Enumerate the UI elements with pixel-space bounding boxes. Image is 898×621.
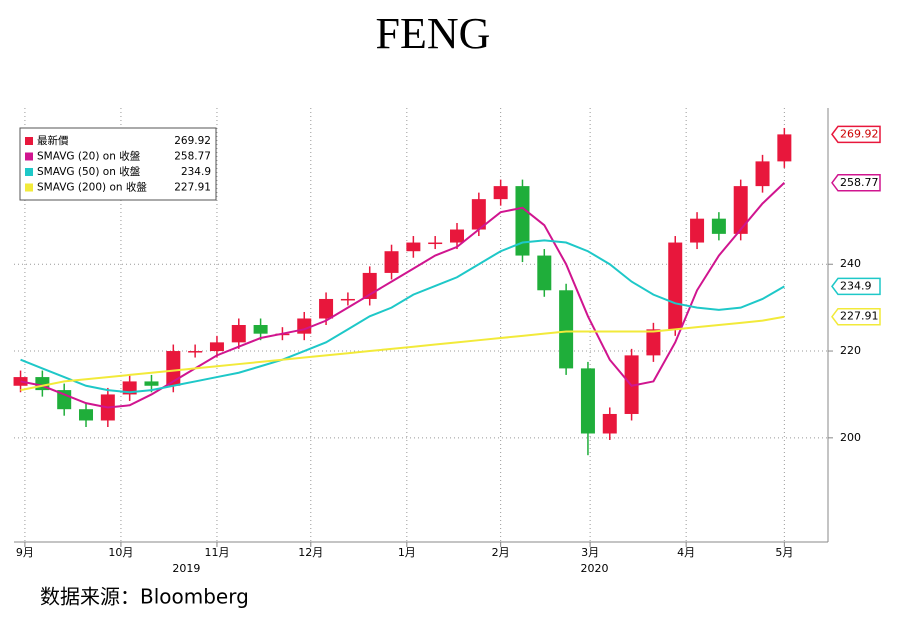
x-tick-label: 11月 [204,546,229,559]
y-tick-label: 240 [840,257,861,270]
x-tick-label: 3月 [581,546,599,559]
ma-line [20,182,786,409]
candle-body [13,377,28,386]
candle-body [188,351,203,353]
y-tick-label: 200 [840,431,861,444]
candle-body [384,251,399,273]
x-tick-label: 5月 [775,546,793,559]
candle-body [319,298,334,319]
legend-value: 234.9 [181,166,211,178]
candle-body [450,229,465,243]
x-tick-label: 2月 [492,546,510,559]
x-tick-label: 12月 [298,546,323,559]
year-label: 2019 [172,562,200,575]
candle-body [144,381,159,386]
value-badge [831,277,881,296]
candle-body [428,242,443,245]
legend-value: 269.92 [174,135,211,147]
candle-body [755,161,770,187]
value-badge [831,125,881,144]
value-badge-label: 234.9 [840,279,872,292]
chart-title: FENG [376,9,491,58]
candle-body [515,186,530,256]
candle-body [340,298,355,301]
legend-value: 227.91 [174,182,211,194]
legend-swatch [25,137,33,145]
legend-value: 258.77 [174,151,211,163]
candle-body [79,409,94,421]
candle-body [406,242,421,252]
ma-line [20,239,785,394]
legend-label: SMAVG (50) on 收盤 [37,165,141,178]
legend-label: SMAVG (200) on 收盤 [37,181,147,194]
legend-label: SMAVG (20) on 收盤 [37,150,141,163]
legend-swatch [25,152,33,161]
value-badge [831,307,881,326]
x-tick-label: 9月 [16,546,34,559]
candle-body [602,413,617,434]
candle-body [209,342,224,352]
candle-body [231,325,246,343]
value-badge-label: 269.92 [840,127,879,140]
candle-body [646,329,661,356]
candle-body [733,186,748,234]
candle-body [559,290,574,369]
candle-body [471,199,486,230]
ma-line [20,315,785,392]
candle-body [580,368,595,434]
x-tick-label: 10月 [108,546,133,559]
year-label: 2020 [580,562,608,575]
legend-label: 最新價 [37,134,69,147]
candle-body [253,325,268,334]
value-badge-label: 227.91 [840,310,879,323]
candle-body [166,351,181,386]
candle-body [297,318,312,334]
candle-body [668,242,683,330]
candle-body [493,186,508,200]
value-badge [831,174,881,192]
candle-body [690,218,705,243]
candle-body [711,218,726,234]
x-tick-label: 1月 [398,546,416,559]
x-tick-label: 4月 [677,546,695,559]
legend-swatch [25,183,33,192]
value-badge-label: 258.77 [840,176,879,189]
candle-body [777,134,792,162]
source-note: 数据来源：Bloomberg [40,585,249,609]
legend: 最新價 269.92 SMAVG (20) on 收盤 258.77 SMAVG (50… [19,127,217,201]
y-tick-label: 220 [840,344,861,357]
legend-swatch [25,168,33,176]
candle-body [537,255,552,291]
legend-box [19,127,217,201]
